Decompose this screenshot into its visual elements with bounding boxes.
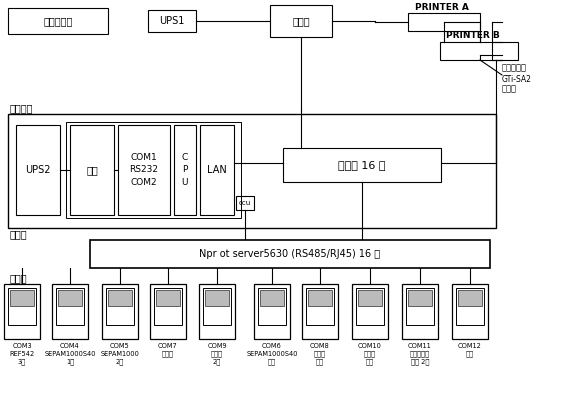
Text: 1台: 1台	[66, 359, 74, 365]
Text: C
P
U: C P U	[182, 153, 188, 187]
Text: 监控中心: 监控中心	[10, 103, 33, 113]
Text: Npr ot server5630 (RS485/RJ45) 16 口: Npr ot server5630 (RS485/RJ45) 16 口	[200, 249, 380, 259]
Bar	[150, 284, 186, 339]
Bar	[56, 288, 84, 325]
Bar	[440, 42, 518, 60]
Text: SEPAM1000: SEPAM1000	[100, 351, 139, 357]
Text: GTi-SA2: GTi-SA2	[502, 75, 532, 84]
Text: SEPAM1000S40: SEPAM1000S40	[44, 351, 96, 357]
Text: 发信: 发信	[268, 359, 276, 365]
Text: 备用: 备用	[466, 351, 474, 357]
Text: 报表打印机: 报表打印机	[502, 64, 527, 73]
Bar	[236, 196, 254, 210]
Bar	[52, 284, 88, 339]
Bar	[148, 10, 196, 32]
Bar	[356, 288, 384, 325]
Text: UPS1: UPS1	[159, 16, 185, 26]
Bar	[102, 284, 138, 339]
Bar	[70, 125, 114, 215]
Text: 交换机 16 口: 交换机 16 口	[338, 160, 386, 170]
Bar	[154, 288, 182, 325]
Bar	[452, 284, 488, 339]
Bar	[106, 288, 134, 325]
Text: COM11: COM11	[408, 343, 432, 349]
Bar	[270, 5, 332, 37]
Bar	[254, 284, 290, 339]
Text: SEPAM1000S40: SEPAM1000S40	[246, 351, 298, 357]
Bar	[205, 290, 229, 306]
Text: 站控层: 站控层	[10, 229, 28, 239]
Text: 间隔层: 间隔层	[10, 273, 28, 283]
Bar	[352, 284, 388, 339]
Text: 无功功率补: 无功功率补	[410, 351, 430, 357]
Text: 2台: 2台	[116, 359, 124, 365]
Bar	[283, 148, 441, 182]
Text: COM8: COM8	[310, 343, 330, 349]
Text: UPS2: UPS2	[26, 165, 51, 175]
Bar	[8, 8, 108, 34]
Bar	[358, 290, 382, 306]
Text: 模拟屏: 模拟屏	[314, 351, 326, 357]
Text: LAN: LAN	[207, 165, 227, 175]
Bar	[118, 125, 170, 215]
Bar	[203, 288, 231, 325]
Bar	[408, 290, 432, 306]
Text: 返回主画面: 返回主画面	[43, 16, 73, 26]
Bar	[8, 288, 36, 325]
Text: PRINTER A: PRINTER A	[415, 2, 469, 11]
Bar	[16, 125, 60, 215]
Text: ccu: ccu	[239, 200, 251, 206]
Bar	[156, 290, 180, 306]
Text: 温控筱: 温控筱	[211, 351, 223, 357]
Bar	[306, 288, 334, 325]
Bar	[90, 240, 490, 268]
Bar	[8, 114, 496, 228]
Text: REF542: REF542	[10, 351, 35, 357]
Bar	[458, 290, 482, 306]
Bar	[408, 13, 480, 31]
Bar	[58, 290, 82, 306]
Text: COM7: COM7	[158, 343, 178, 349]
Bar	[66, 122, 241, 218]
Bar	[302, 284, 338, 339]
Bar	[200, 125, 234, 215]
Text: 模拟屏: 模拟屏	[364, 351, 376, 357]
Text: COM4: COM4	[60, 343, 80, 349]
Text: 收信: 收信	[366, 359, 374, 365]
Bar	[402, 284, 438, 339]
Text: 后台机: 后台机	[292, 16, 310, 26]
Bar	[456, 288, 484, 325]
Bar	[199, 284, 235, 339]
Bar	[10, 290, 34, 306]
Text: COM10: COM10	[358, 343, 382, 349]
Bar	[174, 125, 196, 215]
Text: 发信: 发信	[316, 359, 324, 365]
Bar	[260, 290, 284, 306]
Text: COM12: COM12	[458, 343, 482, 349]
Text: 电源: 电源	[86, 165, 98, 175]
Text: COM5: COM5	[110, 343, 130, 349]
Bar	[258, 288, 286, 325]
Text: COM3: COM3	[12, 343, 32, 349]
Bar	[406, 288, 434, 325]
Text: 直流屏: 直流屏	[162, 351, 174, 357]
Bar	[108, 290, 132, 306]
Text: 监控屏: 监控屏	[502, 84, 517, 93]
Text: COM6: COM6	[262, 343, 282, 349]
Text: 偿器 2台: 偿器 2台	[411, 359, 429, 365]
Text: 2台: 2台	[213, 359, 221, 365]
Bar	[308, 290, 332, 306]
Text: PRINTER B: PRINTER B	[446, 31, 500, 40]
Bar	[4, 284, 40, 339]
Text: COM9: COM9	[207, 343, 227, 349]
Text: 3台: 3台	[18, 359, 26, 365]
Text: COM1
RS232
COM2: COM1 RS232 COM2	[129, 153, 159, 187]
